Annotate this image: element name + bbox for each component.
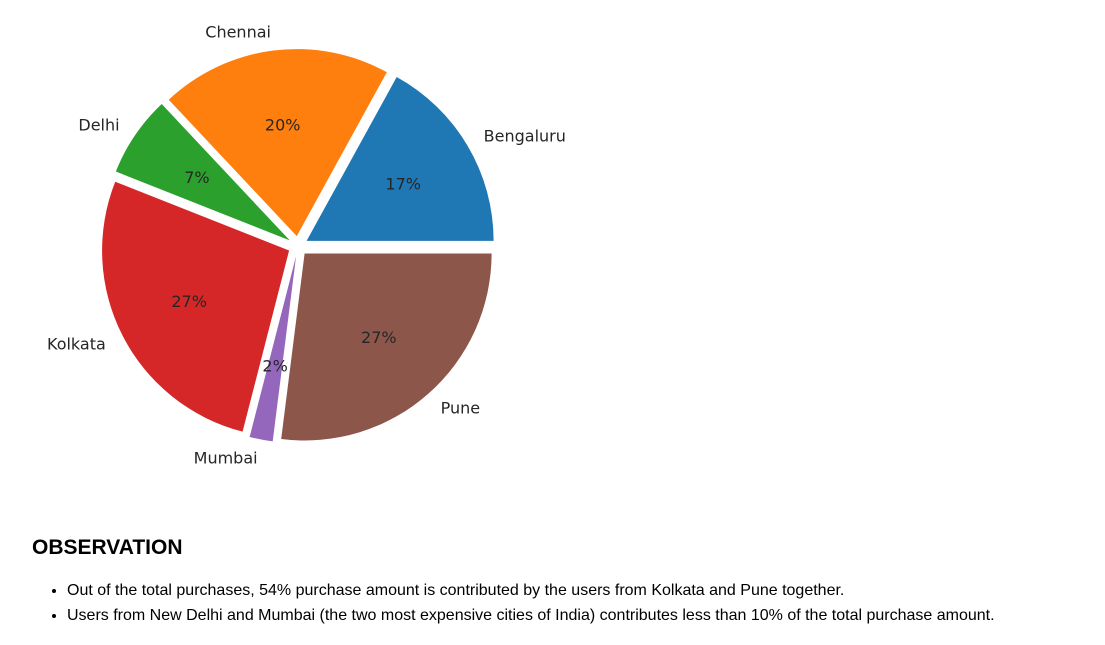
observation-item: Users from New Delhi and Mumbai (the two… xyxy=(67,603,1105,628)
slice-category-label: Mumbai xyxy=(194,448,258,467)
slice-percent-label: 27% xyxy=(361,328,397,347)
slice-percent-label: 20% xyxy=(265,115,301,134)
pie-slice-bengaluru xyxy=(306,77,494,241)
pie-slice-delhi xyxy=(115,104,290,241)
slice-percent-label: 7% xyxy=(184,168,209,187)
slice-category-label: Chennai xyxy=(205,23,271,42)
slice-percent-label: 2% xyxy=(262,357,287,376)
pie-slice-chennai xyxy=(168,49,387,237)
slice-percent-label: 27% xyxy=(171,292,207,311)
pie-slice-kolkata xyxy=(102,181,290,432)
observation-item: Out of the total purchases, 54% purchase… xyxy=(67,578,1105,603)
slice-percent-label: 17% xyxy=(385,174,421,193)
pie-chart: 17% Bengaluru 20% Chennai 7% Delhi 27% Kolkata 2… xyxy=(47,23,566,468)
observation-heading: OBSERVATION xyxy=(32,536,183,559)
slice-category-label: Pune xyxy=(441,398,481,417)
slice-category-label: Delhi xyxy=(78,115,119,134)
slice-category-label: Bengaluru xyxy=(484,127,566,146)
pie-slice-pune xyxy=(281,253,492,441)
slice-category-label: Kolkata xyxy=(47,334,106,353)
pie-slice-mumbai xyxy=(249,255,297,442)
observation-list: Out of the total purchases, 54% purchase… xyxy=(32,578,1105,628)
